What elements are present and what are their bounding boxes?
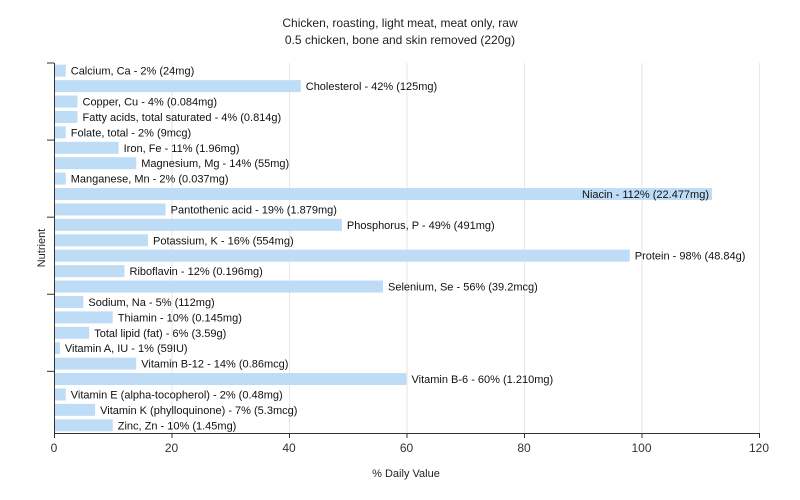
bar-label: Vitamin A, IU - 1% (59IU) [65,343,188,355]
x-tick-label: 40 [282,441,296,455]
bar-label: Vitamin E (alpha-tocopherol) - 2% (0.48m… [71,389,283,401]
bar [55,342,60,355]
x-axis-title: % Daily Value [372,468,440,480]
bar-label: Magnesium, Mg - 14% (55mg) [141,158,289,170]
bar-label: Zinc, Zn - 10% (1.45mg) [118,420,237,432]
bar [55,157,137,170]
bar-label: Folate, total - 2% (9mcg) [71,127,191,139]
bar-label: Niacin - 112% (22.477mg) [582,189,709,201]
bar [55,326,90,339]
bar [55,311,113,324]
x-tick-label: 0 [51,441,58,455]
bar-label: Iron, Fe - 11% (1.96mg) [124,143,240,155]
bar [55,373,407,386]
x-tick-label: 120 [749,441,769,455]
chart-subtitle: 0.5 chicken, bone and skin removed (220g… [285,33,515,47]
bar-label: Manganese, Mn - 2% (0.037mg) [71,174,229,186]
bar-label: Pantothenic acid - 19% (1.879mg) [171,204,337,216]
bar-label: Potassium, K - 16% (554mg) [153,235,294,247]
bar-label: Calcium, Ca - 2% (24mg) [71,66,194,78]
bar [55,110,78,123]
x-tick-label: 80 [517,441,531,455]
y-axis-title: Nutrient [36,229,48,268]
bar [55,295,84,308]
bar [55,265,125,278]
bar-label: Riboflavin - 12% (0.196mg) [130,266,263,278]
bar-label: Thiamin - 10% (0.145mg) [118,312,242,324]
bar [55,80,301,93]
bar [55,249,630,262]
bar-label: Vitamin B-6 - 60% (1.210mg) [412,374,554,386]
bar [55,64,66,77]
grid-lines [171,63,760,433]
bar-label: Fatty acids, total saturated - 4% (0.814… [83,112,282,124]
bar [55,388,66,401]
bar [55,403,96,416]
bar [55,141,119,154]
bar [55,234,148,247]
bars: Calcium, Ca - 2% (24mg) Cholesterol - 42%… [55,64,746,432]
bar-label: Protein - 98% (48.84g) [635,251,746,263]
bar [55,172,66,185]
bar-label: Vitamin K (phylloquinone) - 7% (5.3mcg) [100,405,297,417]
bar [55,357,137,370]
bar-label: Phosphorus, P - 49% (491mg) [347,220,495,232]
bar-label: Cholesterol - 42% (125mg) [306,81,437,93]
bar [55,126,66,139]
bar [55,280,383,293]
bar-label: Vitamin B-12 - 14% (0.86mcg) [141,359,288,371]
bar-label: Sodium, Na - 5% (112mg) [88,297,214,309]
bar-label: Selenium, Se - 56% (39.2mcg) [388,282,538,294]
bar [55,203,166,216]
chart-title: Chicken, roasting, light meat, meat only… [282,16,518,30]
x-tick-label: 60 [400,441,414,455]
bar [55,188,712,201]
x-tick-label: 20 [165,441,179,455]
x-tick-label: 100 [631,441,651,455]
bar-label: Total lipid (fat) - 6% (3.59g) [94,328,226,340]
bar [55,218,342,231]
axes: 0 20 40 60 80 100 120 [47,62,769,455]
bar-label: Copper, Cu - 4% (0.084mg) [83,97,218,109]
bar [55,419,113,432]
bar [55,95,78,108]
